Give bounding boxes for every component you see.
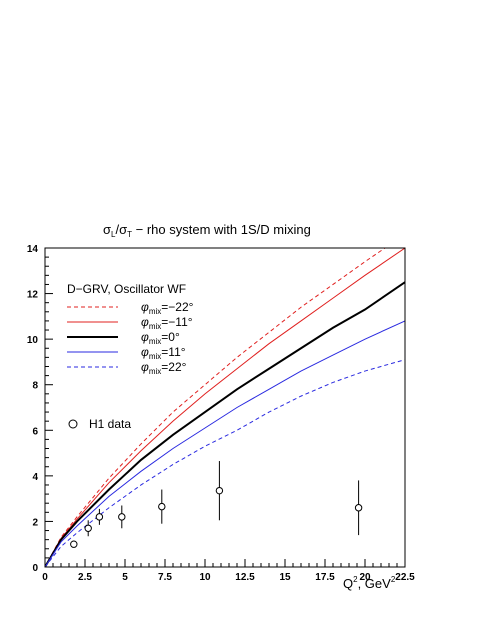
x-tick-label: 17.5 bbox=[315, 572, 335, 583]
data-point-2 bbox=[95, 513, 104, 521]
x-tick-label: 22.5 bbox=[395, 572, 415, 583]
x-tick-label: 20 bbox=[359, 572, 371, 583]
x-tick-label: 15 bbox=[279, 572, 291, 583]
legend-label-2: φmix=0° bbox=[141, 330, 180, 346]
data-point-0 bbox=[70, 540, 78, 548]
y-tick-label: 10 bbox=[27, 335, 39, 346]
x-tick-label: 10 bbox=[199, 572, 211, 583]
series-line-3 bbox=[45, 320, 405, 567]
legend-marker-h1 bbox=[68, 419, 78, 429]
y-tick-label: 2 bbox=[32, 517, 38, 528]
series-line-4 bbox=[45, 359, 405, 567]
chart-title: σL/σT − rho system with 1S/D mixing bbox=[103, 222, 311, 239]
y-tick-label: 8 bbox=[32, 381, 38, 392]
x-tick-label: 5 bbox=[122, 572, 128, 583]
axes: 0 2.5 5 7.5 10 12.5 15 17.5 20 22.5 0 2 4 6 8 10 12 14 bbox=[27, 244, 415, 583]
data-point-6 bbox=[354, 504, 363, 512]
legend-label-4: φmix=22° bbox=[141, 360, 187, 376]
data-point-1 bbox=[84, 524, 92, 532]
legend-header: D−GRV, Oscillator WF bbox=[67, 282, 186, 296]
x-tick-label: 7.5 bbox=[158, 572, 172, 583]
legend-label-h1: H1 data bbox=[89, 417, 131, 431]
x-tick-label: 12.5 bbox=[235, 572, 255, 583]
data-point-3 bbox=[118, 513, 126, 521]
legend-label-1: φmix=−11° bbox=[141, 315, 193, 331]
data-point-4 bbox=[158, 502, 166, 511]
y-tick-label: 4 bbox=[32, 472, 38, 483]
y-tick-label: 6 bbox=[32, 426, 38, 437]
plot-frame bbox=[44, 247, 406, 568]
x-axis-label: Q2, GeV2 bbox=[343, 575, 396, 591]
y-tick-label: 0 bbox=[32, 563, 38, 574]
plot-area bbox=[45, 248, 405, 567]
x-tick-label: 2.5 bbox=[78, 572, 92, 583]
y-tick-label: 12 bbox=[27, 290, 39, 301]
legend-label-3: φmix=11° bbox=[141, 345, 186, 361]
legend-label-0: φmix=−22° bbox=[141, 300, 194, 316]
y-tick-label: 14 bbox=[27, 244, 39, 255]
data-point-5 bbox=[215, 486, 224, 495]
series-line-0 bbox=[45, 248, 386, 567]
x-tick-label: 0 bbox=[42, 572, 48, 583]
series-line-1 bbox=[45, 248, 405, 567]
series-line-2 bbox=[45, 281, 405, 567]
legend: D−GRV, Oscillator WFφmix=−22°φmix=−11°φm… bbox=[67, 282, 194, 431]
